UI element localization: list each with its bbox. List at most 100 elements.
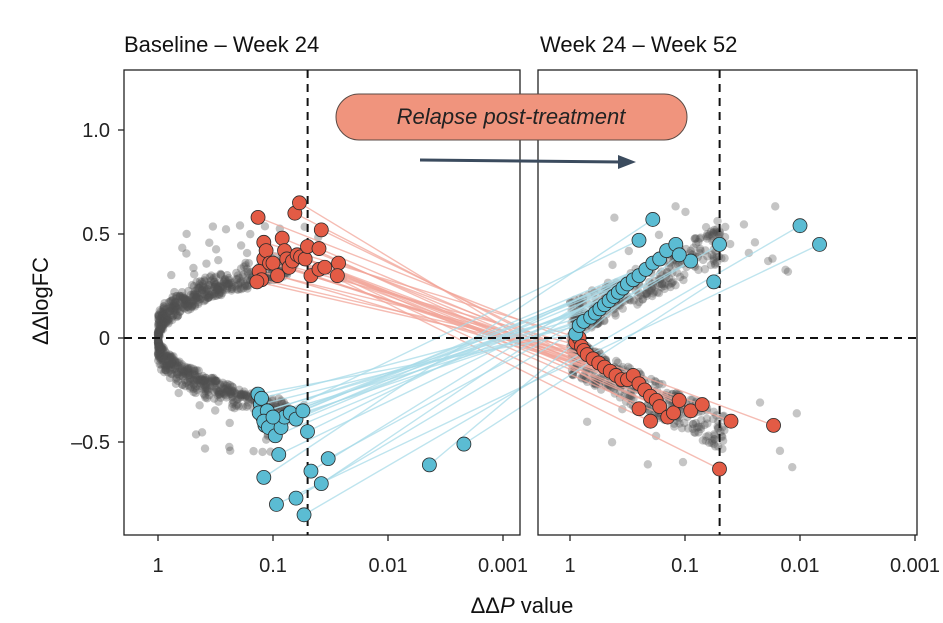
background-point — [207, 377, 216, 387]
background-point — [232, 275, 242, 284]
background-point — [664, 280, 673, 289]
background-point — [180, 294, 189, 303]
background-point — [157, 343, 166, 353]
background-point — [171, 361, 180, 371]
background-point — [182, 296, 191, 305]
background-point — [193, 290, 203, 300]
background-point — [160, 320, 169, 329]
background-point — [154, 345, 164, 354]
background-point — [224, 383, 233, 392]
background-point — [649, 289, 658, 298]
background-point — [199, 296, 209, 306]
background-point — [156, 351, 165, 361]
background-point — [209, 376, 218, 385]
background-point — [190, 366, 200, 375]
background-point — [159, 308, 168, 317]
background-point — [739, 220, 749, 229]
background-point — [654, 230, 664, 240]
background-point — [225, 380, 235, 390]
background-point — [212, 285, 222, 295]
background-point — [162, 304, 171, 314]
background-point — [666, 282, 675, 292]
background-point — [214, 255, 223, 265]
background-point — [182, 367, 192, 376]
background-point — [155, 326, 165, 335]
background-point — [212, 279, 221, 289]
highlight-point — [288, 490, 304, 506]
background-point — [166, 360, 176, 369]
background-point — [173, 311, 183, 320]
background-point — [710, 260, 720, 269]
background-point — [211, 376, 221, 386]
background-point — [237, 389, 246, 399]
background-point — [211, 245, 221, 254]
background-point — [161, 362, 170, 371]
background-point — [158, 345, 167, 354]
background-point — [205, 291, 214, 300]
background-point — [153, 337, 163, 347]
background-point — [156, 327, 166, 336]
background-point — [700, 265, 710, 274]
background-point — [688, 424, 697, 433]
background-point — [192, 293, 201, 302]
background-point — [225, 446, 235, 455]
background-point — [191, 383, 200, 392]
background-point — [201, 373, 211, 382]
background-point — [690, 234, 699, 243]
background-point — [193, 293, 202, 302]
background-point — [703, 230, 712, 239]
background-point — [193, 285, 202, 294]
background-point — [199, 389, 208, 399]
background-point — [153, 344, 163, 353]
background-point — [180, 300, 190, 309]
background-point — [207, 271, 216, 280]
background-point — [208, 381, 217, 391]
y-tick-label: 1.0 — [82, 120, 110, 142]
background-point — [155, 342, 164, 351]
background-point — [755, 398, 765, 407]
background-point — [164, 319, 173, 328]
background-point — [154, 341, 163, 350]
background-point — [227, 282, 237, 292]
connecting-line — [327, 260, 692, 460]
background-point — [707, 250, 717, 260]
background-point — [788, 462, 797, 472]
background-point — [161, 312, 170, 321]
background-point — [229, 387, 238, 396]
background-point — [690, 428, 699, 437]
background-point — [200, 276, 209, 285]
background-point — [201, 383, 210, 392]
background-point — [183, 377, 193, 386]
background-point — [166, 303, 176, 313]
background-point — [168, 356, 177, 365]
background-point — [155, 315, 164, 324]
background-point — [168, 296, 178, 305]
background-point — [235, 221, 245, 230]
background-point — [158, 314, 167, 324]
background-point — [154, 311, 163, 321]
background-point — [648, 291, 657, 301]
background-point — [176, 364, 185, 373]
background-point — [224, 279, 233, 289]
background-point — [196, 379, 206, 388]
background-point — [162, 352, 172, 362]
background-point — [200, 287, 209, 297]
background-point — [694, 237, 703, 247]
x-axis-label-suffix: value — [515, 593, 574, 618]
background-point — [189, 297, 198, 306]
background-point — [696, 246, 705, 256]
background-point — [208, 222, 218, 231]
background-point — [181, 296, 190, 305]
background-point — [228, 396, 238, 405]
background-point — [702, 234, 712, 243]
background-point — [696, 424, 706, 434]
background-point — [611, 311, 620, 320]
background-point — [201, 384, 210, 394]
background-point — [706, 260, 716, 270]
background-point — [216, 270, 226, 280]
background-point — [176, 299, 185, 309]
background-point — [156, 325, 165, 334]
background-point — [177, 287, 187, 297]
background-point — [211, 376, 221, 386]
background-point — [222, 271, 232, 280]
